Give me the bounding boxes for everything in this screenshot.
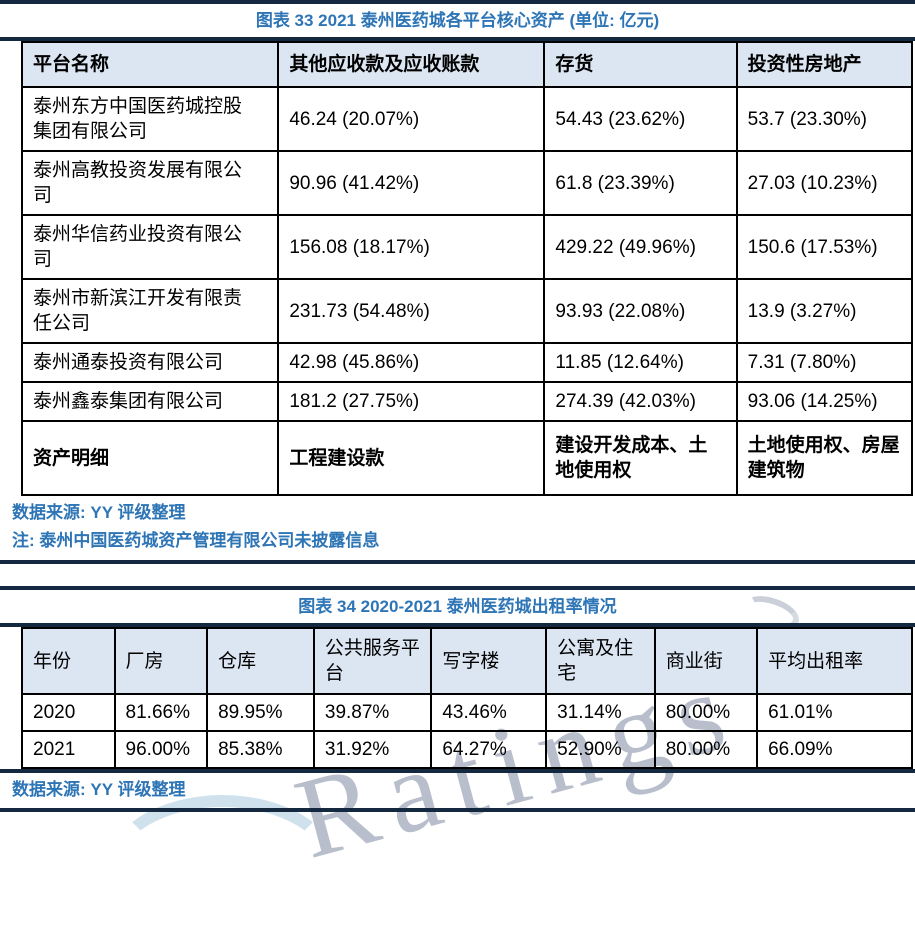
table-cell: 42.98 (45.86%) xyxy=(277,342,546,383)
table-cell: 66.09% xyxy=(756,730,913,769)
table-cell: 274.39 (42.03%) xyxy=(543,381,738,422)
table-cell: 27.03 (10.23%) xyxy=(735,150,914,216)
table-cell: 181.2 (27.75%) xyxy=(277,381,546,422)
table-cell: 31.92% xyxy=(312,730,433,769)
table-cell: 7.31 (7.80%) xyxy=(735,342,914,383)
table-row: 泰州华信药业投资有限公司 156.08 (18.17%) 429.22 (49.96… xyxy=(20,214,914,280)
figure-34-table-divider xyxy=(0,769,915,773)
column-header: 投资性房地产 xyxy=(735,41,914,88)
table-cell: 93.06 (14.25%) xyxy=(735,381,914,422)
table-cell: 11.85 (12.64%) xyxy=(543,342,738,383)
header-row: 年份 厂房 仓库 公共服务平台 写字楼 公寓及住宅 商业街 平均出租率 xyxy=(21,627,913,695)
table-row: 泰州市新滨江开发有限责任公司 231.73 (54.48%) 93.93 (22.0… xyxy=(20,278,914,344)
column-header: 写字楼 xyxy=(430,627,548,695)
column-header: 平台名称 xyxy=(20,41,280,88)
table-cell: 96.00% xyxy=(113,730,209,769)
table-cell: 80.00% xyxy=(653,693,759,732)
column-header: 商业街 xyxy=(653,627,759,695)
core-assets-table: 平台名称 其他应收款及应收账款 存货 投资性房地产 泰州东方中国医药城控股集团有限公司 4… xyxy=(20,41,914,496)
figure-33-title: 图表 33 2021 泰州医药城各平台核心资产 (单位: 亿元) xyxy=(255,11,660,30)
table-cell: 85.38% xyxy=(206,730,315,769)
figure-33-title-divider xyxy=(0,37,915,41)
table-cell: 泰州市新滨江开发有限责任公司 xyxy=(20,278,280,344)
top-divider xyxy=(0,0,915,4)
column-header: 厂房 xyxy=(113,627,209,695)
table-cell: 89.95% xyxy=(206,693,315,732)
table-cell: 土地使用权、房屋建筑物 xyxy=(735,420,914,496)
table-row: 泰州高教投资发展有限公司 90.96 (41.42%) 61.8 (23.39%) 2… xyxy=(20,150,914,216)
figure-33-bottom-divider xyxy=(0,560,915,564)
table-cell: 52.90% xyxy=(545,730,656,769)
column-header: 年份 xyxy=(21,627,116,695)
header-row: 平台名称 其他应收款及应收账款 存货 投资性房地产 xyxy=(20,41,914,88)
table-cell: 64.27% xyxy=(430,730,548,769)
watermark-swoosh xyxy=(105,795,340,945)
column-header: 存货 xyxy=(543,41,738,88)
table-cell: 13.9 (3.27%) xyxy=(735,278,914,344)
column-header: 仓库 xyxy=(206,627,315,695)
figure-34-source-note: 数据来源: YY 评级整理 xyxy=(12,780,186,799)
table-cell: 150.6 (17.53%) xyxy=(735,214,914,280)
table-row: 泰州鑫泰集团有限公司 181.2 (27.75%) 274.39 (42.03%) 9… xyxy=(20,381,914,422)
figure-34-title-divider xyxy=(0,623,915,627)
table-row: 泰州通泰投资有限公司 42.98 (45.86%) 11.85 (12.64%) 7.… xyxy=(20,342,914,383)
table-row: 2020 81.66% 89.95% 39.87% 43.46% 31.14% 80.00%… xyxy=(21,693,913,732)
table-cell: 泰州高教投资发展有限公司 xyxy=(20,150,280,216)
table-cell: 39.87% xyxy=(312,693,433,732)
table-cell: 429.22 (49.96%) xyxy=(543,214,738,280)
table-cell: 泰州东方中国医药城控股集团有限公司 xyxy=(20,86,280,152)
table-row: 泰州东方中国医药城控股集团有限公司 46.24 (20.07%) 54.43 (23… xyxy=(20,86,914,152)
table-cell: 43.46% xyxy=(430,693,548,732)
figure-34-top-divider xyxy=(0,586,915,590)
table-cell: 工程建设款 xyxy=(277,420,546,496)
table-cell: 61.01% xyxy=(756,693,913,732)
table-cell: 建设开发成本、土地使用权 xyxy=(543,420,738,496)
table-cell: 54.43 (23.62%) xyxy=(543,86,738,152)
table-cell: 80.00% xyxy=(653,730,759,769)
table-cell: 31.14% xyxy=(545,693,656,732)
table-cell: 81.66% xyxy=(113,693,209,732)
table-row: 2021 96.00% 85.38% 31.92% 64.27% 52.90% 80.00%… xyxy=(21,730,913,769)
table-cell: 泰州鑫泰集团有限公司 xyxy=(20,381,280,422)
table-cell: 61.8 (23.39%) xyxy=(543,150,738,216)
block-gap xyxy=(0,564,915,586)
table-cell: 53.7 (23.30%) xyxy=(735,86,914,152)
table-cell: 2021 xyxy=(21,730,116,769)
figure-33-disclosure-note: 注: 泰州中国医药城资产管理有限公司未披露信息 xyxy=(12,531,380,550)
table-cell: 156.08 (18.17%) xyxy=(277,214,546,280)
table-cell: 资产明细 xyxy=(20,420,280,496)
column-header: 公共服务平台 xyxy=(312,627,433,695)
column-header: 其他应收款及应收账款 xyxy=(277,41,546,88)
column-header: 平均出租率 xyxy=(756,627,913,695)
table-cell: 泰州华信药业投资有限公司 xyxy=(20,214,280,280)
figure-34-title: 图表 34 2020-2021 泰州医药城出租率情况 xyxy=(298,597,617,616)
occupancy-table: 年份 厂房 仓库 公共服务平台 写字楼 公寓及住宅 商业街 平均出租率 2020 81.66% 89… xyxy=(21,627,913,769)
column-header: 公寓及住宅 xyxy=(545,627,656,695)
bottom-divider xyxy=(0,808,915,812)
table-cell: 231.73 (54.48%) xyxy=(277,278,546,344)
table-cell: 2020 xyxy=(21,693,116,732)
table-cell: 46.24 (20.07%) xyxy=(277,86,546,152)
asset-detail-row: 资产明细 工程建设款 建设开发成本、土地使用权 土地使用权、房屋建筑物 xyxy=(20,420,914,496)
table-cell: 泰州通泰投资有限公司 xyxy=(20,342,280,383)
table-cell: 93.93 (22.08%) xyxy=(543,278,738,344)
table-cell: 90.96 (41.42%) xyxy=(277,150,546,216)
figure-33-source-note: 数据来源: YY 评级整理 xyxy=(12,503,186,522)
